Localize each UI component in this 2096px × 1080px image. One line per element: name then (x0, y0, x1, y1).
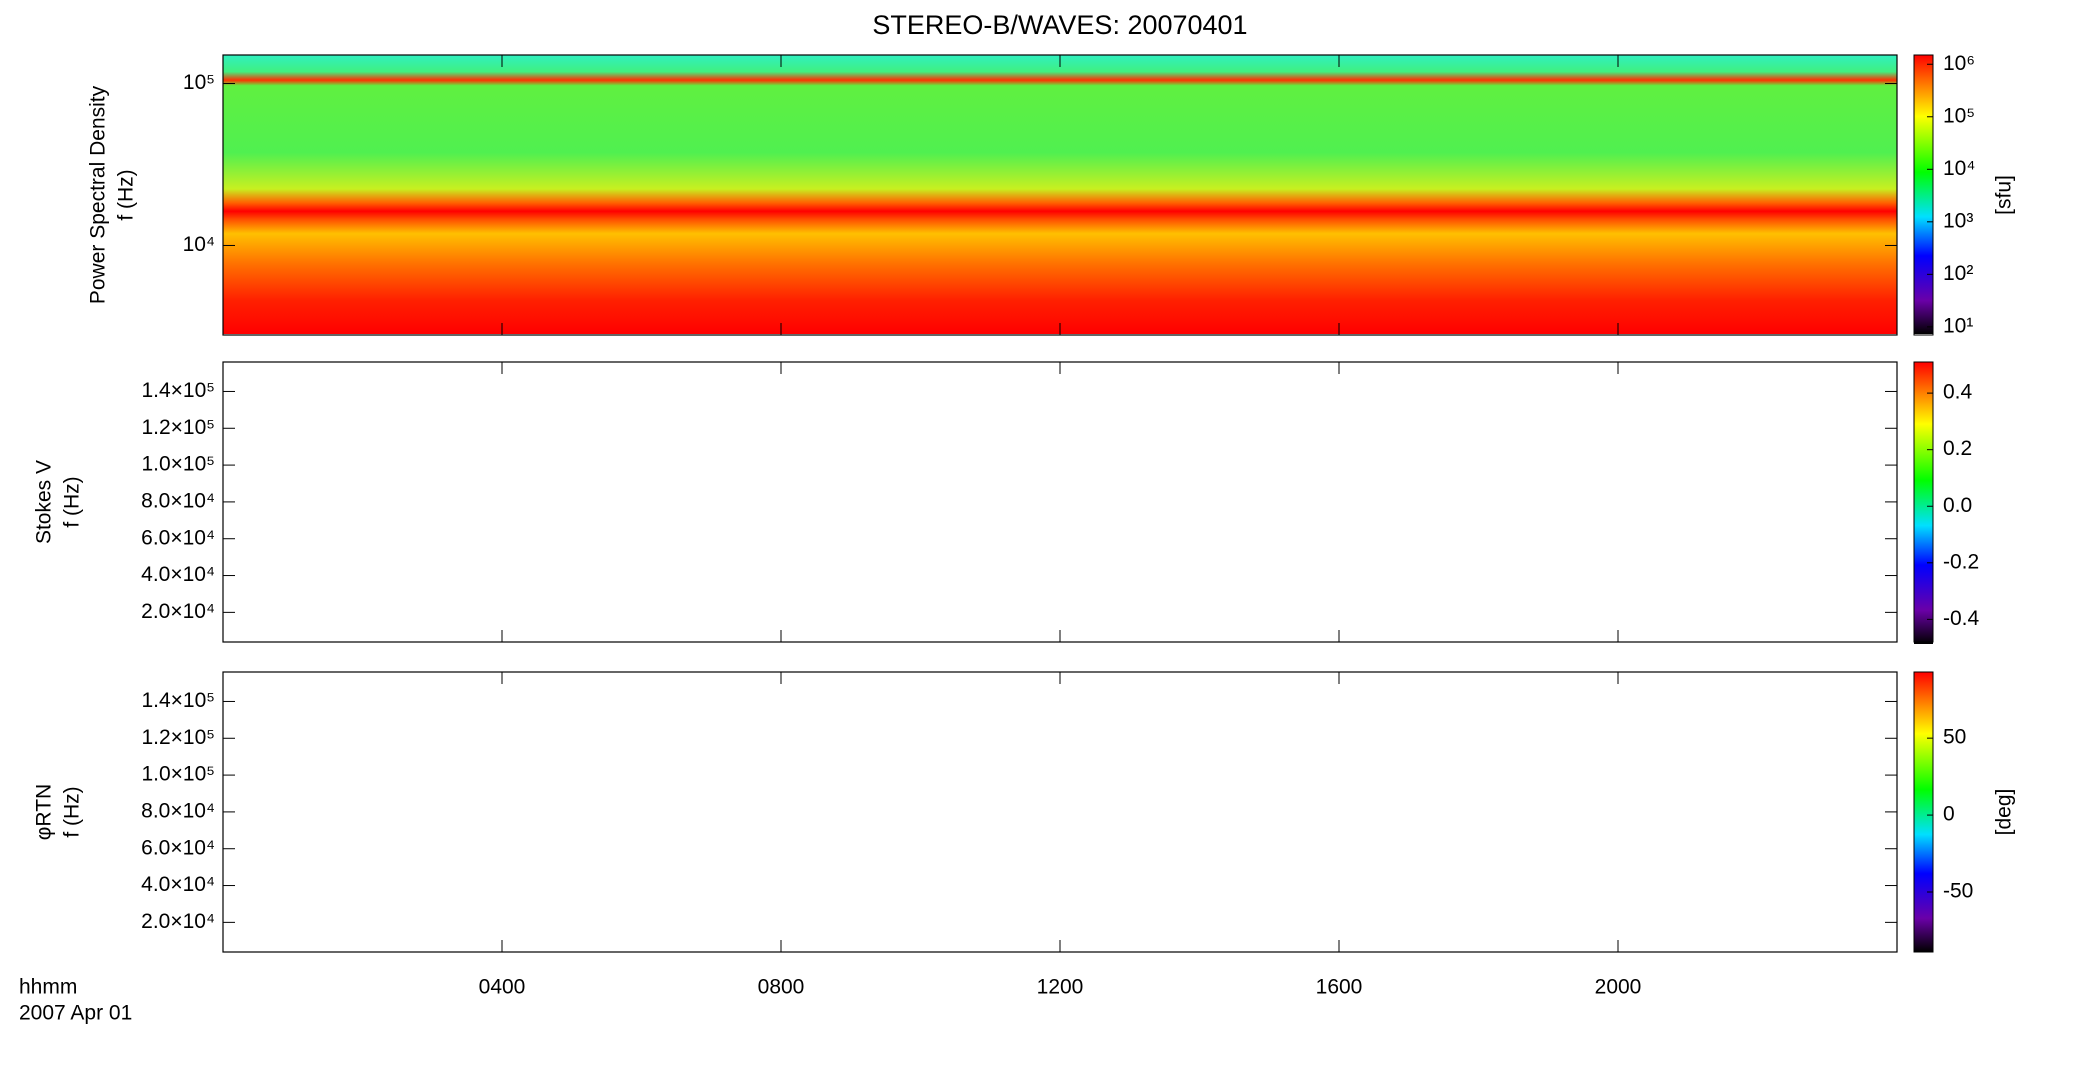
x-axis-label: hhmm (19, 976, 77, 999)
y-axis-label: Stokes V (33, 460, 56, 544)
y-tick-label: 6.0×10⁴ (141, 836, 215, 859)
chart-title: STEREO-B/WAVES: 20070401 (872, 10, 1247, 40)
x-tick-label: 1200 (1037, 976, 1084, 999)
x-tick-label: 1600 (1316, 976, 1363, 999)
colorbar-tick-label: 10² (1943, 262, 1973, 285)
y-tick-label: 1.0×10⁵ (141, 763, 215, 786)
colorbar-tick-label: -0.2 (1943, 550, 1979, 573)
colorbar-tick-label: -50 (1943, 880, 1973, 903)
colorbar-tick-label: 10⁶ (1943, 52, 1975, 75)
colorbar-tick-label: 0.0 (1943, 494, 1972, 517)
colorbar (1914, 672, 1933, 952)
y-tick-label: 1.4×10⁵ (141, 379, 215, 402)
colorbar-tick-label: 10¹ (1943, 314, 1973, 337)
y-tick-label: 8.0×10⁴ (141, 489, 215, 512)
x-tick-label: 0400 (479, 976, 526, 999)
colorbar-tick-label: 0 (1943, 803, 1955, 826)
colorbar-frame (1913, 361, 1934, 643)
y-tick-label: 1.2×10⁵ (141, 726, 215, 749)
colorbar-tick-label: 0.4 (1943, 381, 1973, 404)
y-tick-label: 1.0×10⁵ (141, 453, 215, 476)
y-tick-label: 1.2×10⁵ (141, 416, 215, 439)
y-axis-label: f (Hz) (61, 786, 84, 837)
x-axis-sublabel: 2007 Apr 01 (19, 1002, 132, 1025)
x-tick-label: 2000 (1595, 976, 1642, 999)
y-axis-label: φRTN (33, 784, 56, 840)
y-axis-label: f (Hz) (115, 169, 138, 220)
y-tick-label: 10⁵ (183, 71, 215, 94)
colorbar-frame (1913, 54, 1934, 336)
spectrogram-image (223, 55, 1897, 334)
y-tick-label: 8.0×10⁴ (141, 799, 215, 822)
y-tick-label: 10⁴ (183, 233, 215, 256)
plot-frame (222, 361, 1898, 643)
colorbar-tick-label: 0.2 (1943, 437, 1972, 460)
x-tick-label: 0800 (758, 976, 805, 999)
colorbar-label: [sfu] (1993, 175, 2016, 215)
y-axis-label: Power Spectral Density (87, 85, 110, 304)
y-tick-label: 2.0×10⁴ (141, 910, 215, 933)
y-tick-label: 2.0×10⁴ (141, 600, 215, 623)
colorbar (1914, 362, 1933, 644)
colorbar (1914, 55, 1933, 334)
y-tick-label: 4.0×10⁴ (141, 873, 215, 896)
colorbar-frame (1913, 671, 1934, 953)
y-axis-label: f (Hz) (61, 476, 84, 527)
colorbar-tick-label: 10⁵ (1943, 104, 1975, 127)
plot-frame (222, 671, 1898, 953)
colorbar-tick-label: 10³ (1943, 209, 1973, 232)
colorbar-tick-label: 50 (1943, 726, 1966, 749)
y-tick-label: 1.4×10⁵ (141, 689, 215, 712)
y-tick-label: 6.0×10⁴ (141, 526, 215, 549)
y-tick-label: 4.0×10⁴ (141, 563, 215, 586)
colorbar-label: [deg] (1993, 789, 2016, 836)
colorbar-tick-label: -0.4 (1943, 607, 1980, 630)
colorbar-tick-label: 10⁴ (1943, 157, 1975, 180)
